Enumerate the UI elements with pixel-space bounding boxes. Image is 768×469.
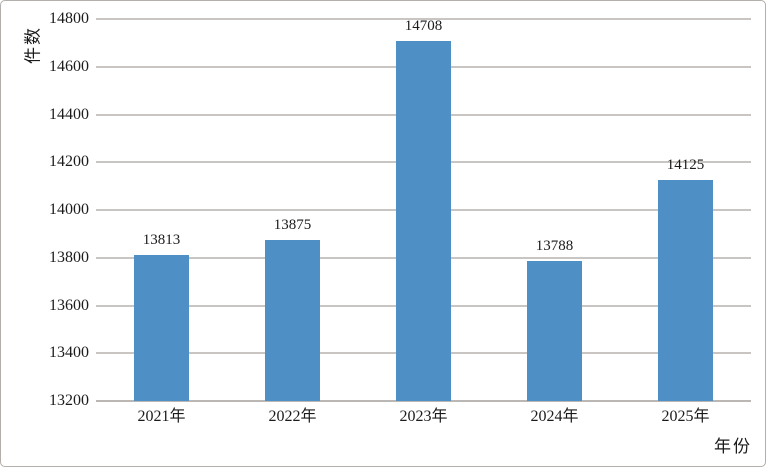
bar-2024年 <box>527 260 582 401</box>
x-tick-label-2025年: 2025年 <box>661 408 710 425</box>
x-tick-label-2022年: 2022年 <box>268 408 317 425</box>
y-tick-label-14000: 14000 <box>49 201 89 218</box>
value-label-2024年: 13788 <box>535 237 574 254</box>
bar-2023年 <box>396 40 451 401</box>
gridline-y-14800 <box>96 18 751 20</box>
value-label-2023年: 14708 <box>404 17 443 34</box>
value-label-2022年: 13875 <box>273 216 312 233</box>
bar-2025年 <box>658 180 713 401</box>
y-tick-label-14200: 14200 <box>49 153 89 171</box>
y-tick-label-13200: 13200 <box>49 392 89 409</box>
y-tick-label-14600: 14600 <box>49 57 89 75</box>
gridline-y-13200 <box>96 400 751 402</box>
bar-2022年 <box>265 239 320 401</box>
y-tick-label-14800: 14800 <box>49 10 89 27</box>
x-axis-title: 年份 <box>714 437 752 456</box>
bar-2021年 <box>134 254 189 401</box>
y-tick-label-13400: 13400 <box>49 344 89 362</box>
x-tick-label-2024年: 2024年 <box>530 408 579 425</box>
x-tick-label-2021年: 2021年 <box>137 408 186 425</box>
y-tick-label-13600: 13600 <box>49 296 89 314</box>
x-tick-label-2023年: 2023年 <box>399 408 448 425</box>
y-tick-label-14400: 14400 <box>49 105 89 123</box>
value-label-2025年: 14125 <box>666 157 705 174</box>
plot-area: 13813 13875 14708 13788 14125 <box>96 17 751 402</box>
y-tick-label-13800: 13800 <box>49 248 89 266</box>
value-label-2021年: 13813 <box>142 231 181 248</box>
